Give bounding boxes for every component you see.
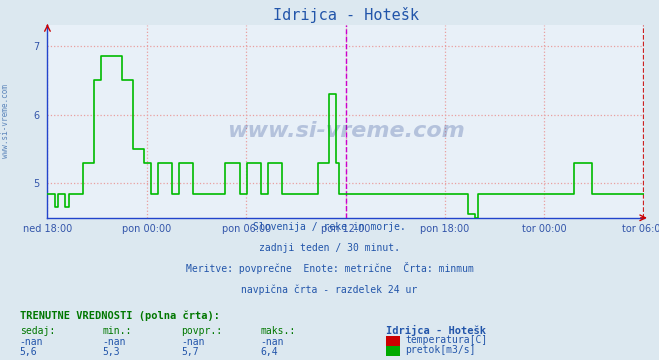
Text: 5,3: 5,3 (102, 347, 120, 357)
Text: www.si-vreme.com: www.si-vreme.com (227, 121, 465, 141)
Text: Meritve: povprečne  Enote: metrične  Črta: minmum: Meritve: povprečne Enote: metrične Črta:… (186, 262, 473, 274)
Text: sedaj:: sedaj: (20, 326, 55, 336)
Text: TRENUTNE VREDNOSTI (polna črta):: TRENUTNE VREDNOSTI (polna črta): (20, 310, 219, 321)
Text: 5,7: 5,7 (181, 347, 199, 357)
Title: Idrijca - Hotešk: Idrijca - Hotešk (273, 6, 418, 23)
Text: min.:: min.: (102, 326, 132, 336)
Text: -nan: -nan (20, 337, 43, 347)
Text: Idrijca - Hotešk: Idrijca - Hotešk (386, 325, 486, 336)
Text: navpična črta - razdelek 24 ur: navpična črta - razdelek 24 ur (241, 284, 418, 295)
Text: temperatura[C]: temperatura[C] (405, 335, 488, 345)
Text: 6,4: 6,4 (260, 347, 278, 357)
Text: pretok[m3/s]: pretok[m3/s] (405, 345, 476, 355)
Text: -nan: -nan (181, 337, 205, 347)
Text: www.si-vreme.com: www.si-vreme.com (1, 85, 10, 158)
Text: -nan: -nan (260, 337, 284, 347)
Text: -nan: -nan (102, 337, 126, 347)
Text: povpr.:: povpr.: (181, 326, 222, 336)
Text: Slovenija / reke in morje.: Slovenija / reke in morje. (253, 222, 406, 233)
Text: 5,6: 5,6 (20, 347, 38, 357)
Text: maks.:: maks.: (260, 326, 295, 336)
Text: zadnji teden / 30 minut.: zadnji teden / 30 minut. (259, 243, 400, 253)
